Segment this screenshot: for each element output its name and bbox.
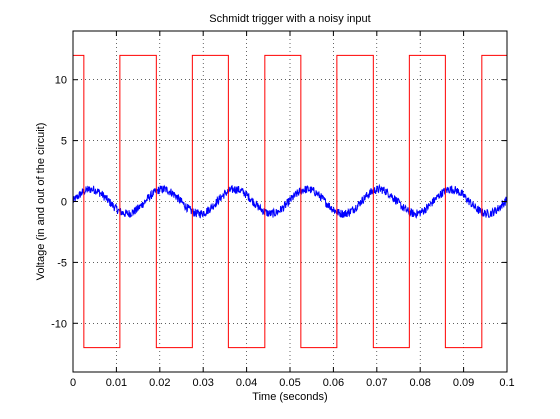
y-axis-title: Voltage (in and out of the circuit) bbox=[35, 123, 47, 281]
y-tick-label: 10 bbox=[55, 75, 67, 87]
x-tick-label: 0.01 bbox=[106, 377, 127, 389]
series-group bbox=[72, 54, 508, 349]
input-signal-line bbox=[72, 183, 508, 219]
x-tick-label: 0.06 bbox=[323, 377, 344, 389]
y-tick-label: 5 bbox=[61, 136, 67, 148]
x-tick-label: 0.02 bbox=[149, 377, 170, 389]
x-axis-title: Time (seconds) bbox=[252, 391, 327, 403]
ticks: 0 0.01 0.02 0.03 0.04 0.05 0.06 0.07 0.08 0.09 0.1… bbox=[51, 31, 515, 389]
x-tick-label: 0.04 bbox=[236, 377, 257, 389]
x-tick-label: 0.05 bbox=[279, 377, 300, 389]
x-tick-label: 0.03 bbox=[192, 377, 213, 389]
y-tick-label: 0 bbox=[61, 197, 67, 209]
x-tick-label: 0.09 bbox=[453, 377, 474, 389]
y-tick-label: -10 bbox=[51, 318, 67, 330]
x-tick-label: 0.07 bbox=[366, 377, 387, 389]
y-tick-label: -5 bbox=[57, 257, 67, 269]
x-tick-label: 0 bbox=[70, 377, 76, 389]
output-signal-line bbox=[73, 54, 507, 349]
x-tick-label: 0.1 bbox=[499, 377, 514, 389]
x-tick-label: 0.08 bbox=[409, 377, 430, 389]
chart-title: Schmidt trigger with a noisy input bbox=[209, 13, 370, 25]
grid bbox=[73, 31, 507, 372]
